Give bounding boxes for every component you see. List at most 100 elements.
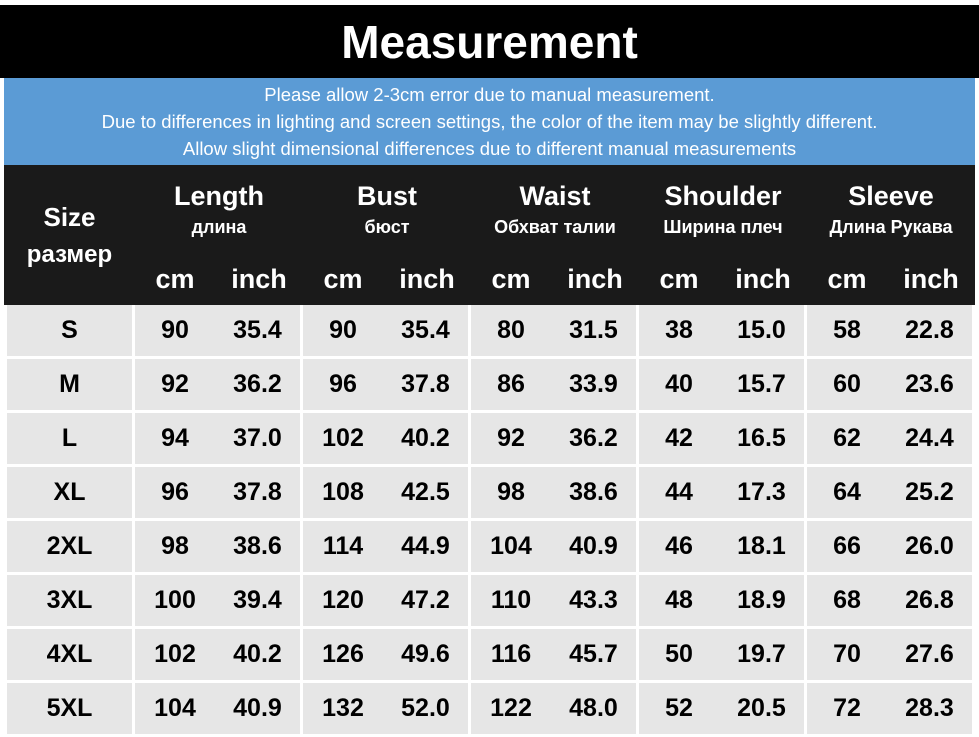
value-cell: 92 — [471, 413, 551, 467]
value-cell: 80 — [471, 305, 551, 359]
unit: inch — [567, 263, 623, 294]
value-cell: 102 — [135, 629, 215, 683]
value-cell: 40.2 — [383, 413, 471, 467]
value-cell: 64 — [807, 467, 887, 521]
value-cell: 37.0 — [215, 413, 303, 467]
value-cell: 25.2 — [887, 467, 975, 521]
value-cell: 66 — [807, 521, 887, 575]
value-cell: 116 — [471, 629, 551, 683]
group-name-ru: длина — [191, 216, 247, 237]
unit: inch — [735, 263, 791, 294]
value-cell: 36.2 — [551, 413, 639, 467]
value-cell: 120 — [303, 575, 383, 629]
value-cell: 33.9 — [551, 359, 639, 413]
unit: cm — [323, 263, 363, 294]
value-cell: 18.9 — [719, 575, 807, 629]
value-cell: 96 — [303, 359, 383, 413]
group-name-ru: бюст — [364, 216, 410, 237]
value-cell: 44.9 — [383, 521, 471, 575]
value-cell: 20.5 — [719, 683, 807, 737]
value-cell: 110 — [471, 575, 551, 629]
value-cell: 37.8 — [215, 467, 303, 521]
value-cell: 26.8 — [887, 575, 975, 629]
value-cell: 90 — [135, 305, 215, 359]
value-cell: 35.4 — [215, 305, 303, 359]
value-cell: 37.8 — [383, 359, 471, 413]
value-cell: 50 — [639, 629, 719, 683]
value-cell: 46 — [639, 521, 719, 575]
value-cell: 45.7 — [551, 629, 639, 683]
value-cell: 72 — [807, 683, 887, 737]
value-cell: 86 — [471, 359, 551, 413]
value-cell: 38 — [639, 305, 719, 359]
size-cell: M — [4, 359, 135, 413]
value-cell: 22.8 — [887, 305, 975, 359]
group-name-ru: Ширина плеч — [663, 216, 783, 237]
value-cell: 122 — [471, 683, 551, 737]
value-cell: 60 — [807, 359, 887, 413]
value-cell: 98 — [471, 467, 551, 521]
unit: cm — [659, 263, 699, 294]
group-name: Shoulder — [664, 180, 782, 211]
value-cell: 15.0 — [719, 305, 807, 359]
group-name-ru: Длина Рукава — [829, 216, 953, 237]
value-cell: 52 — [639, 683, 719, 737]
unit: inch — [399, 263, 455, 294]
value-cell: 27.6 — [887, 629, 975, 683]
value-cell: 17.3 — [719, 467, 807, 521]
value-cell: 90 — [303, 305, 383, 359]
value-cell: 98 — [135, 521, 215, 575]
value-cell: 15.7 — [719, 359, 807, 413]
value-cell: 38.6 — [551, 467, 639, 521]
size-cell: 2XL — [4, 521, 135, 575]
value-cell: 40 — [639, 359, 719, 413]
value-cell: 68 — [807, 575, 887, 629]
size-cell: XL — [4, 467, 135, 521]
size-cell: 5XL — [4, 683, 135, 737]
value-cell: 40.9 — [551, 521, 639, 575]
size-label: Size — [43, 202, 96, 232]
group-name: Length — [174, 180, 264, 211]
unit: inch — [231, 263, 287, 294]
value-cell: 52.0 — [383, 683, 471, 737]
value-cell: 38.6 — [215, 521, 303, 575]
group-name-ru: Обхват талии — [494, 216, 616, 237]
value-cell: 19.7 — [719, 629, 807, 683]
value-cell: 42 — [639, 413, 719, 467]
value-cell: 23.6 — [887, 359, 975, 413]
value-cell: 44 — [639, 467, 719, 521]
value-cell: 48.0 — [551, 683, 639, 737]
size-cell: L — [4, 413, 135, 467]
value-cell: 18.1 — [719, 521, 807, 575]
value-cell: 40.2 — [215, 629, 303, 683]
value-cell: 31.5 — [551, 305, 639, 359]
value-cell: 102 — [303, 413, 383, 467]
table-header — [4, 165, 975, 305]
unit: cm — [827, 263, 867, 294]
notes: Please allow 2-3cm error due to manual m… — [4, 78, 975, 165]
note: Please allow 2-3cm error due to manual m… — [264, 84, 715, 105]
group-name: Bust — [357, 180, 417, 211]
value-cell: 62 — [807, 413, 887, 467]
note: Due to differences in lighting and scree… — [101, 111, 878, 132]
note: Allow slight dimensional differences due… — [182, 138, 797, 159]
value-cell: 49.6 — [383, 629, 471, 683]
unit: inch — [903, 263, 959, 294]
size-label-ru: размер — [26, 241, 113, 268]
value-cell: 28.3 — [887, 683, 975, 737]
unit: cm — [491, 263, 531, 294]
group-name: Sleeve — [848, 180, 934, 211]
value-cell: 48 — [639, 575, 719, 629]
value-cell: 132 — [303, 683, 383, 737]
value-cell: 104 — [135, 683, 215, 737]
value-cell: 24.4 — [887, 413, 975, 467]
value-cell: 39.4 — [215, 575, 303, 629]
size-cell: 3XL — [4, 575, 135, 629]
size-cell: S — [4, 305, 135, 359]
title: Measurement — [0, 5, 979, 78]
value-cell: 42.5 — [383, 467, 471, 521]
value-cell: 104 — [471, 521, 551, 575]
value-cell: 36.2 — [215, 359, 303, 413]
value-cell: 108 — [303, 467, 383, 521]
